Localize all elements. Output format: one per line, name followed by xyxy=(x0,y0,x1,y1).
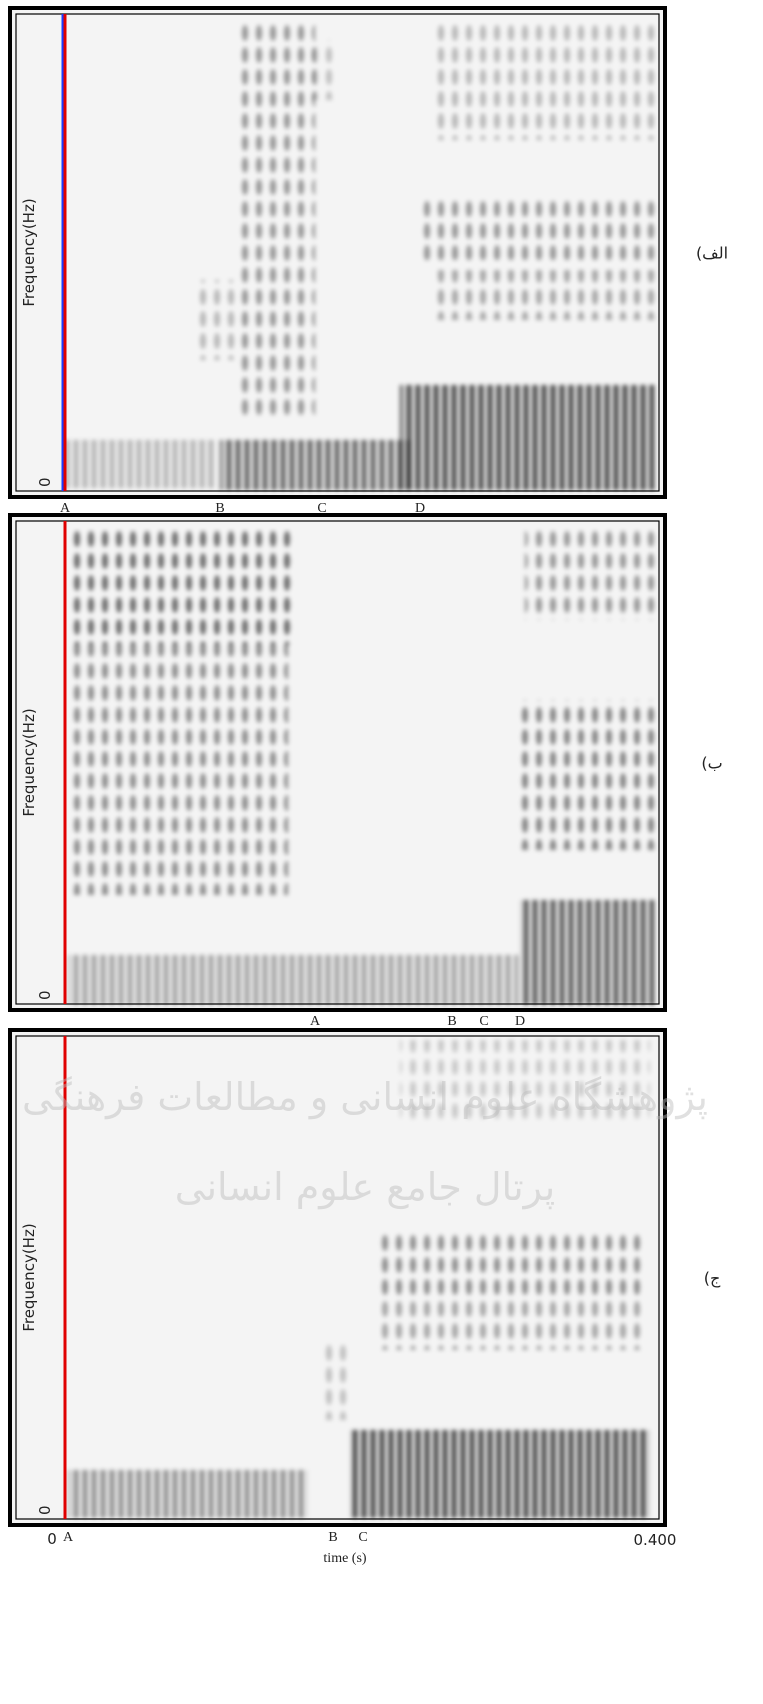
panel-label: ب) xyxy=(701,754,722,773)
panel-frame-inner xyxy=(15,13,660,492)
segment-marker: D xyxy=(515,1014,525,1029)
spectrogram-energy xyxy=(310,40,340,100)
segment-marker: B xyxy=(215,501,224,516)
spectrogram xyxy=(65,20,655,490)
segment-marker: A xyxy=(310,1014,321,1029)
segment-marker: A xyxy=(63,1530,74,1545)
segment-marker: C xyxy=(358,1530,367,1545)
segment-marker: A xyxy=(60,501,71,516)
segment-marker: B xyxy=(447,1014,456,1029)
spectrogram-energy xyxy=(525,530,655,620)
segment-marker: D xyxy=(415,501,425,516)
spectrogram-energy xyxy=(68,1470,308,1518)
segment-marker: C xyxy=(317,501,326,516)
x-start-label: 0 xyxy=(47,1530,57,1548)
x-axis-title: time (s) xyxy=(323,1551,366,1566)
spectrogram-energy xyxy=(400,385,655,490)
panel-label: ج) xyxy=(704,1269,721,1289)
panel-label: الف) xyxy=(696,244,728,263)
spectrogram-energy xyxy=(240,20,315,420)
spectrogram-energy xyxy=(350,1430,650,1518)
watermark: پرتال جامع علوم انسانی xyxy=(175,1165,555,1210)
segment-marker: C xyxy=(479,1014,488,1029)
spectrogram xyxy=(68,1040,650,1518)
spectrogram-energy xyxy=(420,200,655,260)
spectrogram-energy xyxy=(68,955,518,1005)
x-end-label: 0.400 xyxy=(634,1531,677,1549)
spectrogram-energy xyxy=(200,280,240,360)
spectrogram-energy xyxy=(380,1300,640,1350)
y-axis-label: Frequency(Hz) xyxy=(20,708,38,816)
y-origin-label: 0 xyxy=(36,1505,54,1515)
y-origin-label: 0 xyxy=(36,477,54,487)
spectrogram-energy xyxy=(520,900,655,1005)
spectrogram-energy xyxy=(320,1340,350,1420)
spectrogram-energy xyxy=(520,700,655,850)
spectrogram-energy xyxy=(68,525,293,645)
spectrogram-energy xyxy=(380,1235,640,1295)
watermark: پژوهشگاه علوم انسانی و مطالعات فرهنگی xyxy=(22,1075,708,1120)
y-axis-label: Frequency(Hz) xyxy=(20,1223,38,1331)
spectrogram-energy xyxy=(65,440,215,488)
spectrogram-energy xyxy=(220,440,410,490)
spectrogram-energy xyxy=(430,270,655,320)
panel-frame-inner xyxy=(15,1035,660,1520)
segment-marker: B xyxy=(328,1530,337,1545)
spectrogram-energy xyxy=(400,1040,650,1120)
spectrogram-energy xyxy=(430,20,655,140)
spectrogram-energy xyxy=(68,645,288,895)
spectrogram xyxy=(68,525,655,1005)
y-axis-label: Frequency(Hz) xyxy=(20,198,38,306)
y-origin-label: 0 xyxy=(36,990,54,1000)
